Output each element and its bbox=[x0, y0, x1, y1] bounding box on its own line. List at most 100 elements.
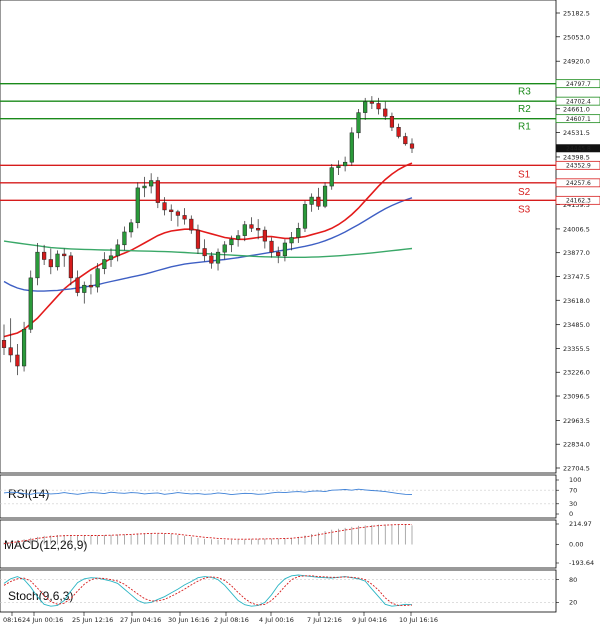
candle-body bbox=[409, 143, 415, 149]
candle-body bbox=[403, 136, 408, 145]
stoch-pane-frame bbox=[0, 569, 557, 613]
candle-body bbox=[363, 101, 368, 113]
date-tick-label: 08:16 bbox=[3, 616, 22, 624]
sub-tick-label: 70 bbox=[569, 486, 577, 494]
candle-body bbox=[135, 187, 140, 224]
level-label-r3: R3 bbox=[518, 87, 531, 98]
macd-content: 214.97 0.00 -193.64 bbox=[3, 520, 594, 567]
candle-body bbox=[336, 165, 341, 168]
candle-body bbox=[316, 196, 321, 207]
price-tick-label: 25182.5 bbox=[563, 10, 590, 18]
candle-body bbox=[276, 251, 281, 257]
level-tag-box bbox=[555, 96, 600, 106]
candle-body bbox=[369, 101, 374, 104]
candle-body bbox=[62, 253, 67, 257]
price-pane: 25182.525053.024920.024790.524661.024531… bbox=[0, 0, 600, 474]
candle-body bbox=[236, 235, 241, 240]
candle-body bbox=[8, 347, 13, 356]
candle-body bbox=[95, 268, 100, 288]
date-tick-label: 30 Jun 16:16 bbox=[168, 616, 209, 624]
sub-tick-label: 30 bbox=[569, 500, 577, 508]
candle-body bbox=[242, 224, 247, 236]
ma-line-1 bbox=[3, 197, 413, 292]
candle-body bbox=[35, 251, 40, 279]
candle-body bbox=[82, 284, 87, 293]
candle-body bbox=[195, 229, 201, 249]
date-tick-label: 2 Jul 08:16 bbox=[214, 616, 249, 624]
level-tag-value: 24702.4 bbox=[566, 98, 591, 105]
date-tick-label: 9 Jul 04:16 bbox=[352, 616, 387, 624]
price-tick-label: 23226.0 bbox=[563, 369, 590, 377]
level-tag-value: 24797.7 bbox=[566, 81, 591, 88]
last-price-value: 24445.8 bbox=[566, 145, 591, 152]
candle-body bbox=[108, 255, 114, 260]
stoch-d-line bbox=[3, 575, 413, 606]
level-label-r2: R2 bbox=[518, 104, 531, 115]
date-tick-label: 24 Jun 00:16 bbox=[22, 616, 63, 624]
price-tick-label: 24398.5 bbox=[563, 153, 590, 161]
candle-body bbox=[215, 251, 221, 264]
candle-body bbox=[149, 180, 154, 187]
price-tick-label: 25053.0 bbox=[563, 33, 590, 41]
candle-body bbox=[102, 259, 107, 269]
candle-body bbox=[289, 237, 294, 244]
price-tick-label: 23747.5 bbox=[563, 273, 590, 281]
candle-body bbox=[155, 180, 160, 203]
candle-body bbox=[68, 255, 73, 279]
candle-body bbox=[256, 228, 261, 231]
date-axis: 08:16 24 Jun 00:16 25 Jun 12:16 27 Jun 04:1… bbox=[3, 612, 438, 624]
candle-body bbox=[249, 224, 254, 229]
level-tag-box bbox=[555, 178, 600, 188]
price-axis: 25182.525053.024920.024790.524661.024531… bbox=[556, 10, 590, 473]
ma-line-2 bbox=[3, 240, 413, 258]
candle-body bbox=[162, 202, 167, 211]
level-tag-value: 24162.3 bbox=[566, 198, 591, 205]
sub-tick-label: 20 bbox=[569, 599, 577, 607]
date-tick-label: 7 Jul 12:16 bbox=[307, 616, 342, 624]
candle-body bbox=[169, 209, 174, 213]
level-tag-box bbox=[555, 160, 600, 170]
candle-body bbox=[142, 185, 147, 189]
pivot-levels: R3 24797.7 R2 24702.4 R1 24607.1 S1 24352.9 S2 24… bbox=[0, 79, 600, 215]
rsi-content: 100 70 30 0 bbox=[0, 476, 581, 518]
candle-body bbox=[396, 127, 401, 137]
level-tag-box bbox=[555, 195, 600, 205]
candle-body bbox=[75, 277, 80, 293]
last-price-tag-box bbox=[556, 144, 600, 153]
price-tick-label: 24920.0 bbox=[563, 58, 590, 66]
level-tag-value: 24352.9 bbox=[566, 163, 591, 170]
candle-body bbox=[202, 248, 207, 257]
price-tick-label: 24139.5 bbox=[563, 201, 590, 209]
candle-body bbox=[329, 167, 334, 187]
date-tick-label: 25 Jun 12:16 bbox=[72, 616, 113, 624]
rsi-line bbox=[3, 488, 413, 496]
rsi-pane-frame bbox=[0, 474, 557, 519]
date-tick-label: 4 Jul 00:16 bbox=[259, 616, 294, 624]
candle-body bbox=[229, 239, 234, 246]
candle-body bbox=[309, 196, 314, 205]
candle-body bbox=[349, 132, 354, 163]
candle-body bbox=[175, 211, 180, 216]
candle-body bbox=[55, 253, 60, 268]
level-tag-value: 24257.6 bbox=[566, 180, 591, 187]
candle-body bbox=[28, 277, 33, 330]
sub-tick-label: 0 bbox=[569, 510, 573, 518]
candle-body bbox=[356, 112, 361, 134]
moving-averages bbox=[3, 162, 413, 338]
candle-body bbox=[262, 229, 267, 242]
sub-tick-label: 80 bbox=[569, 576, 577, 584]
price-tick-label: 23355.5 bbox=[563, 345, 590, 353]
candle-body bbox=[122, 231, 127, 246]
candle-body bbox=[128, 222, 134, 233]
date-tick-label: 10 Jul 16:16 bbox=[399, 616, 438, 624]
candle-body bbox=[1, 340, 7, 348]
level-label-s2: S2 bbox=[518, 187, 531, 198]
candle-body bbox=[296, 228, 301, 238]
candle-body bbox=[21, 329, 27, 367]
candle-body bbox=[282, 242, 288, 257]
candle-body bbox=[88, 284, 94, 288]
price-tick-label: 22834.0 bbox=[563, 441, 590, 449]
date-tick-label: 27 Jun 04:16 bbox=[120, 616, 161, 624]
candle-body bbox=[115, 244, 120, 257]
